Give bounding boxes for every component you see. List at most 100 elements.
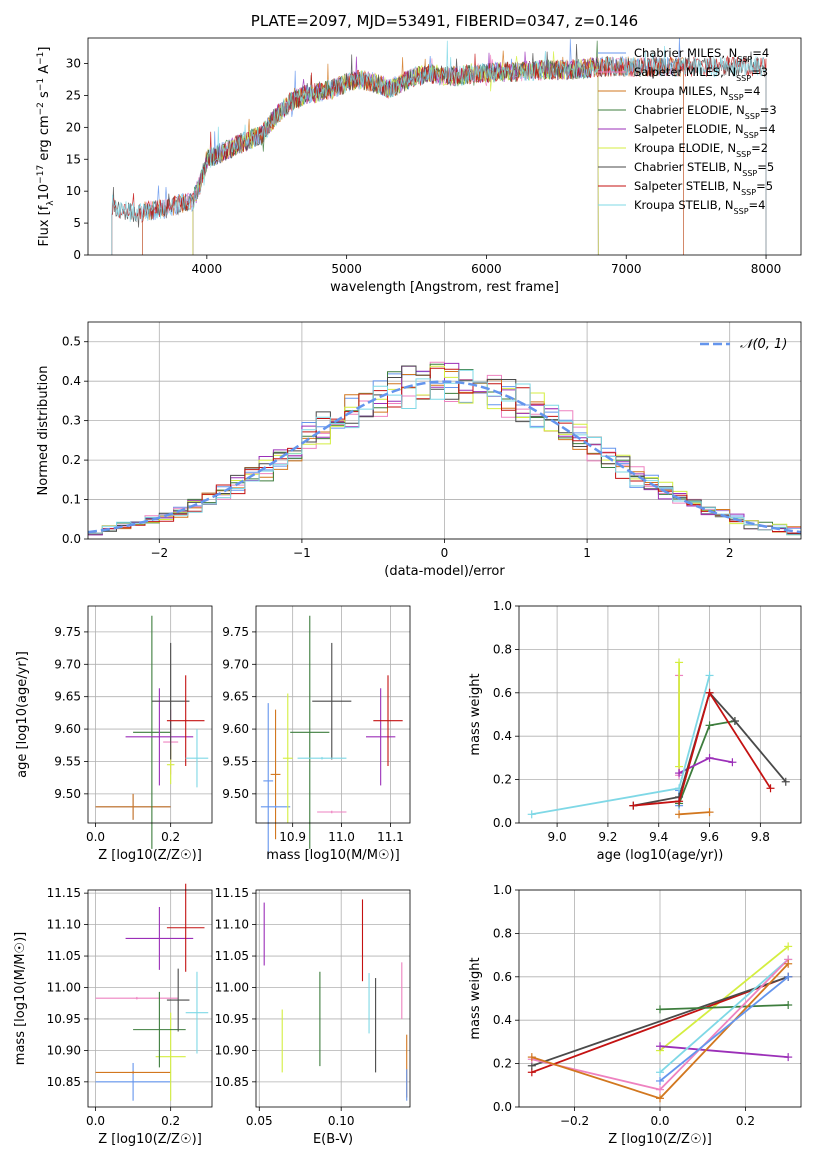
x-tick-label: 0 <box>441 546 449 560</box>
y-tick-label: 9.70 <box>222 657 249 671</box>
mass-weight-line <box>531 975 789 1067</box>
x-tick-label: 9.2 <box>598 830 617 844</box>
y-tick-label: 9.60 <box>54 722 81 736</box>
x-tick-label: −2 <box>150 546 168 560</box>
x-axis-label: Z [log10(Z/Z☉)] <box>98 1132 202 1147</box>
mass-weight-line <box>659 958 789 1073</box>
normal-curve <box>87 380 802 534</box>
axes-frame <box>255 889 411 1108</box>
x-tick-label: 1 <box>583 546 591 560</box>
x-axis-label: Z [log10(Z/Z☉)] <box>98 848 202 863</box>
y-tick-label: 10 <box>66 184 81 198</box>
weight_vs_age-axes: 9.0 9.2 9.4 9.6 9.8 0.0 0.2 0.4 0.6 0.8 1.0 age (lo… <box>468 599 802 863</box>
y-tick-label: 9.55 <box>222 754 249 768</box>
legend-entry: Kroupa ELODIE, NSSP=2 <box>634 141 768 159</box>
y-tick-label: 25 <box>66 88 81 102</box>
legend-entry: Salpeter ELODIE, NSSP=4 <box>634 122 776 140</box>
y-tick-label: 9.50 <box>54 787 81 801</box>
x-axis-label: age (log10(age/yr)) <box>597 848 724 863</box>
weight_vs_Z-axes: −0.2 0.0 0.2 0.0 0.2 0.4 0.6 0.8 1.0 Z [log10(Z/Z… <box>468 883 802 1147</box>
y-tick-label: 0.6 <box>493 970 512 984</box>
y-tick-label: 1.0 <box>493 599 512 613</box>
residual-histogram <box>88 367 801 534</box>
mass-weight-line <box>679 811 710 816</box>
x-tick-label: 2 <box>726 546 734 560</box>
legend-entry: 𝒩(0, 1) <box>740 337 787 352</box>
mass-weight-line <box>659 1045 789 1058</box>
y-tick-label: 11.15 <box>47 886 81 900</box>
legend-entry: Chabrier STELIB, NSSP=5 <box>634 160 774 178</box>
x-tick-label: 10.9 <box>279 830 306 844</box>
y-tick-label: 0.4 <box>62 374 81 388</box>
axes-frame <box>518 889 802 1108</box>
y-tick-label: 10.90 <box>47 1043 81 1057</box>
y-tick-label: 5 <box>73 216 81 230</box>
y-tick-label: 0 <box>73 248 81 262</box>
y-tick-label: 0.0 <box>493 1100 512 1114</box>
x-tick-label: 0.2 <box>736 1114 755 1128</box>
legend-entry: Kroupa MILES, NSSP=4 <box>634 84 760 102</box>
y-tick-label: 11.10 <box>47 918 81 932</box>
y-tick-label: 10.95 <box>47 1012 81 1026</box>
age_vs_mass-axes: 10.9 11.0 11.1 9.50 9.55 9.60 9.65 9.70 9.75 mass… <box>222 605 411 863</box>
x-tick-label: 5000 <box>331 262 362 276</box>
spectrum-lines <box>111 38 767 255</box>
y-tick-label: 10.85 <box>47 1075 81 1089</box>
y-tick-label: 0.3 <box>62 414 81 428</box>
x-axis-label: wavelength [Angstrom, rest frame] <box>330 280 559 295</box>
x-axis-label: mass [log10(M/M☉)] <box>266 848 399 863</box>
figure-title: PLATE=2097, MJD=53491, FIBERID=0347, z=0… <box>250 12 639 30</box>
y-tick-label: 10.90 <box>215 1043 249 1057</box>
spectrum-axes: 4000 5000 6000 7000 8000 0 5 10 15 20 25 30 waveleng… <box>36 37 802 295</box>
residuals-axes: −2 −1 0 1 2 0.0 0.1 0.2 0.3 0.4 0.5 𝒩(0, 1) (data-mo… <box>36 321 802 579</box>
y-tick-label: 9.75 <box>54 625 81 639</box>
x-tick-label: 9.8 <box>751 830 770 844</box>
x-tick-label: 9.6 <box>700 830 719 844</box>
y-axis-label: mass weight <box>468 957 483 1039</box>
y-tick-label: 0.2 <box>493 773 512 787</box>
x-tick-label: 0.2 <box>161 1114 180 1128</box>
x-axis-label: (data-model)/error <box>384 564 505 579</box>
residual-histogram <box>88 369 801 536</box>
legend-entry: Kroupa STELIB, NSSP=4 <box>634 198 765 216</box>
y-tick-label: 0.4 <box>493 1013 512 1027</box>
y-axis-label: Normed distribution <box>36 366 51 496</box>
x-tick-label: −1 <box>293 546 311 560</box>
y-tick-label: 9.70 <box>54 657 81 671</box>
x-tick-label: 0.10 <box>328 1114 355 1128</box>
legend-entry: Salpeter STELIB, NSSP=5 <box>634 179 773 197</box>
x-tick-label: 11.0 <box>328 830 355 844</box>
x-tick-label: 0.0 <box>86 830 105 844</box>
x-tick-label: 0.0 <box>650 1114 669 1128</box>
x-axis-label: E(B-V) <box>313 1132 353 1147</box>
x-tick-label: 9.0 <box>548 830 567 844</box>
y-axis-label: mass [log10(M/M☉)] <box>13 932 28 1065</box>
y-tick-label: 0.0 <box>62 532 81 546</box>
y-tick-label: 0.2 <box>62 453 81 467</box>
legend-entry: Salpeter MILES, NSSP=3 <box>634 65 768 83</box>
y-tick-label: 30 <box>66 57 81 71</box>
y-tick-label: 9.65 <box>222 690 249 704</box>
y-tick-label: 0.0 <box>493 816 512 830</box>
x-tick-label: 6000 <box>471 262 502 276</box>
y-tick-label: 0.8 <box>493 926 512 940</box>
legend-entry: Chabrier MILES, NSSP=4 <box>634 46 769 64</box>
axes-frame <box>518 605 802 824</box>
mass-weight-line <box>531 975 789 1074</box>
y-tick-label: 0.2 <box>493 1057 512 1071</box>
y-tick-label: 1.0 <box>493 883 512 897</box>
y-tick-label: 0.8 <box>493 642 512 656</box>
y-tick-label: 0.4 <box>493 729 512 743</box>
mass-weight-line <box>659 1004 789 1011</box>
axes-frame <box>87 605 213 824</box>
spectrum-series-line <box>111 40 767 255</box>
mass_vs_ebv-axes: 0.05 0.10 10.85 10.90 10.95 11.00 11.05 11.10 11… <box>215 886 411 1147</box>
age_vs_Z-axes: 0.0 0.2 9.50 9.55 9.60 9.65 9.70 9.75 Z [log10(Z… <box>15 605 213 863</box>
y-tick-label: 0.1 <box>62 493 81 507</box>
y-tick-label: 10.85 <box>215 1075 249 1089</box>
x-tick-label: 7000 <box>611 262 642 276</box>
x-tick-label: 4000 <box>192 262 223 276</box>
y-tick-label: 10.95 <box>215 1012 249 1026</box>
x-tick-label: 11.1 <box>377 830 404 844</box>
